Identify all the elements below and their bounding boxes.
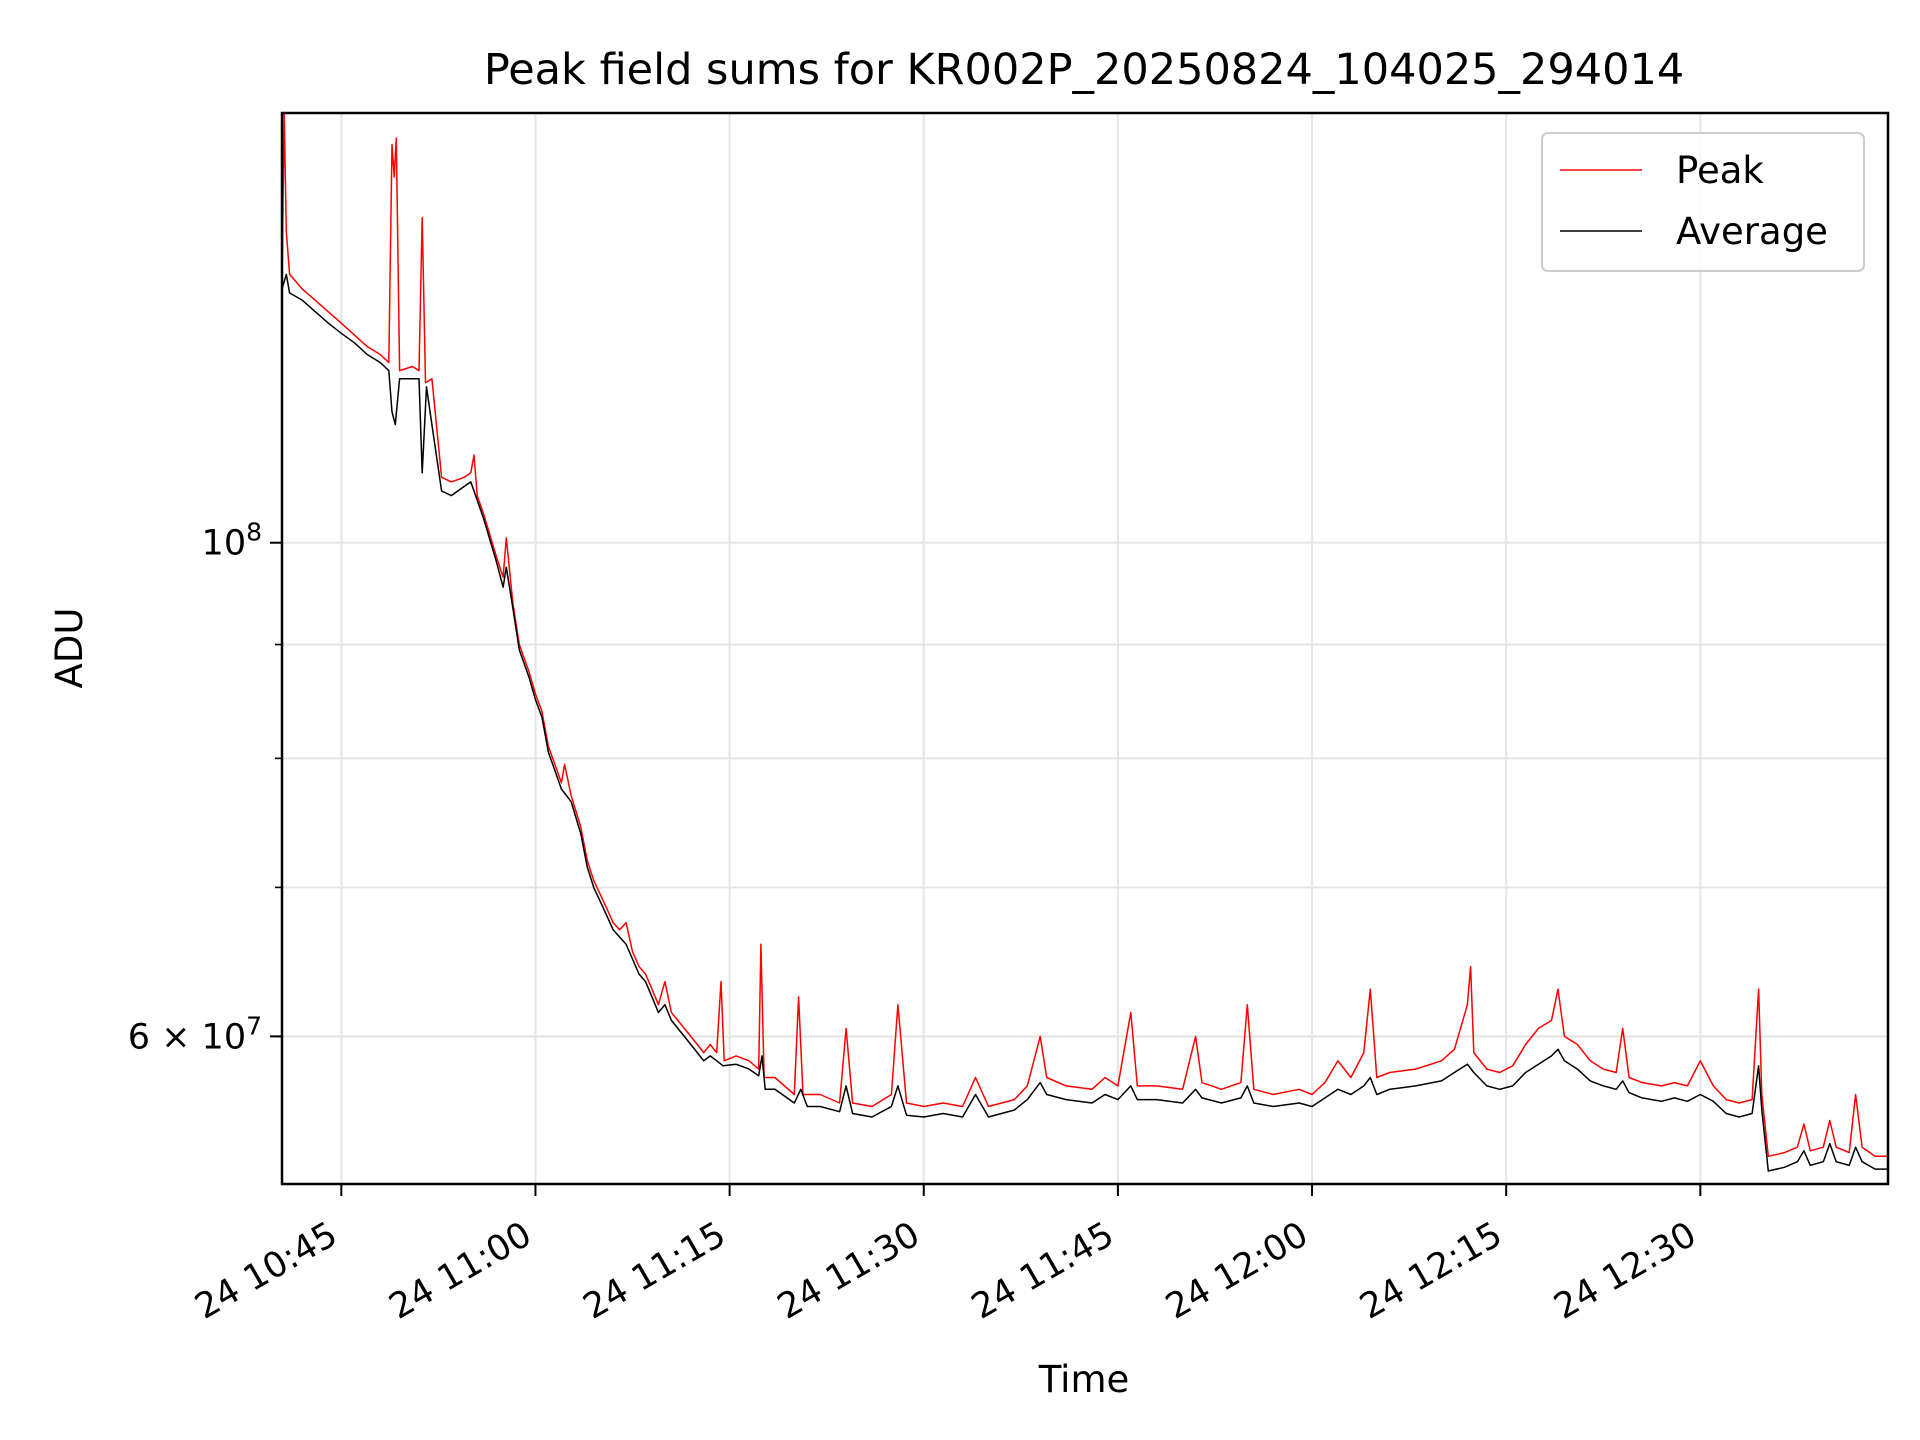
- series-line-peak: [282, 113, 1888, 1158]
- series-layer: [282, 113, 1888, 1172]
- y-tick-label: 108: [202, 518, 262, 564]
- y-tick-label: 6 × 107: [128, 1011, 262, 1057]
- y-axis-label: ADU: [48, 608, 91, 689]
- legend-label-average: Average: [1676, 210, 1828, 253]
- grid: [282, 113, 1888, 1184]
- x-axis-label: Time: [1038, 1358, 1130, 1401]
- y-axis: 108 6 × 107: [128, 518, 282, 1057]
- chart-title: Peak field sums for KR002P_20250824_1040…: [484, 45, 1684, 95]
- series-line-average: [282, 273, 1888, 1172]
- plot-frame: [280, 111, 1890, 1186]
- legend: Peak Average: [1541, 132, 1865, 272]
- legend-label-peak: Peak: [1676, 149, 1764, 192]
- legend-box: [1541, 132, 1865, 272]
